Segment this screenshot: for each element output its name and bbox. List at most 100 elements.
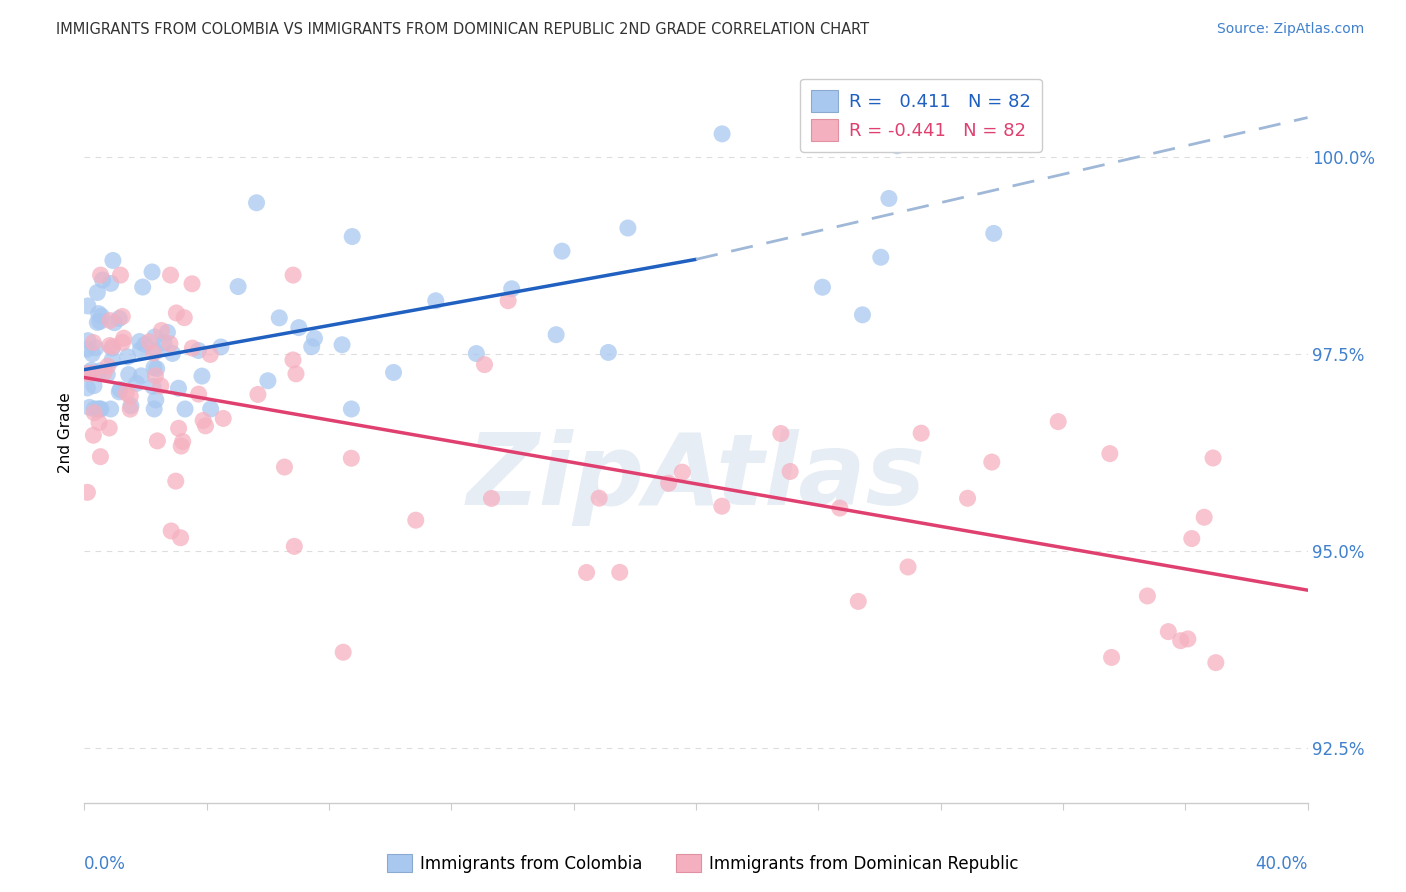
- Point: [1047, 415, 1070, 429]
- Point: [194, 418, 217, 433]
- Point: [769, 426, 792, 441]
- Y-axis label: 2nd Grade: 2nd Grade: [58, 392, 73, 473]
- Point: [191, 369, 214, 384]
- Point: [128, 334, 150, 349]
- Point: [226, 279, 249, 293]
- Point: [301, 340, 323, 354]
- Point: [89, 450, 111, 464]
- Point: [96, 368, 118, 382]
- Point: [281, 353, 304, 368]
- Point: [141, 265, 163, 279]
- Point: [658, 476, 681, 491]
- Point: [108, 311, 131, 326]
- Point: [77, 299, 100, 313]
- Point: [103, 316, 125, 330]
- Point: [886, 138, 908, 153]
- Point: [779, 465, 801, 479]
- Point: [588, 491, 610, 505]
- Text: Source: ZipAtlas.com: Source: ZipAtlas.com: [1216, 22, 1364, 37]
- Point: [200, 347, 222, 361]
- Point: [89, 314, 111, 328]
- Point: [165, 474, 187, 488]
- Text: 40.0%: 40.0%: [1256, 855, 1308, 872]
- Point: [125, 376, 148, 391]
- Point: [846, 594, 869, 608]
- Legend: Immigrants from Colombia, Immigrants from Dominican Republic: Immigrants from Colombia, Immigrants fro…: [381, 847, 1025, 880]
- Point: [609, 566, 631, 580]
- Point: [174, 402, 197, 417]
- Point: [110, 383, 132, 397]
- Point: [330, 338, 353, 352]
- Point: [134, 337, 156, 351]
- Point: [142, 346, 165, 360]
- Point: [191, 413, 214, 427]
- Point: [956, 491, 979, 506]
- Point: [145, 361, 167, 376]
- Point: [501, 282, 523, 296]
- Point: [79, 401, 101, 415]
- Point: [145, 368, 167, 383]
- Point: [120, 389, 142, 403]
- Point: [551, 244, 574, 259]
- Point: [87, 307, 110, 321]
- Point: [1205, 656, 1227, 670]
- Point: [111, 310, 134, 324]
- Point: [1157, 624, 1180, 639]
- Point: [118, 368, 141, 382]
- Point: [143, 330, 166, 344]
- Point: [98, 338, 121, 352]
- Point: [129, 368, 152, 383]
- Point: [82, 335, 104, 350]
- Legend: R =   0.411   N = 82, R = -0.441   N = 82: R = 0.411 N = 82, R = -0.441 N = 82: [800, 78, 1042, 152]
- Point: [112, 331, 135, 345]
- Point: [98, 313, 121, 327]
- Point: [245, 195, 267, 210]
- Point: [159, 336, 181, 351]
- Point: [187, 343, 209, 358]
- Point: [181, 341, 204, 355]
- Point: [76, 342, 98, 356]
- Point: [117, 350, 139, 364]
- Point: [120, 402, 142, 417]
- Point: [167, 381, 190, 395]
- Point: [77, 366, 100, 380]
- Text: 0.0%: 0.0%: [84, 855, 127, 872]
- Point: [340, 451, 363, 466]
- Point: [169, 531, 191, 545]
- Point: [138, 334, 160, 349]
- Point: [1136, 589, 1159, 603]
- Point: [90, 268, 112, 282]
- Point: [671, 465, 693, 479]
- Point: [1177, 632, 1199, 646]
- Point: [89, 402, 111, 417]
- Point: [100, 402, 122, 417]
- Point: [145, 392, 167, 407]
- Point: [257, 374, 280, 388]
- Point: [575, 566, 598, 580]
- Point: [160, 524, 183, 538]
- Point: [110, 268, 132, 282]
- Point: [481, 491, 503, 506]
- Point: [897, 560, 920, 574]
- Point: [90, 309, 112, 323]
- Point: [285, 367, 308, 381]
- Point: [710, 500, 733, 514]
- Point: [342, 229, 364, 244]
- Point: [86, 285, 108, 300]
- Point: [145, 344, 167, 359]
- Point: [91, 273, 114, 287]
- Point: [1101, 650, 1123, 665]
- Point: [83, 402, 105, 417]
- Point: [304, 331, 326, 345]
- Text: IMMIGRANTS FROM COLOMBIA VS IMMIGRANTS FROM DOMINICAN REPUBLIC 2ND GRADE CORRELA: IMMIGRANTS FROM COLOMBIA VS IMMIGRANTS F…: [56, 22, 869, 37]
- Point: [172, 434, 194, 449]
- Point: [598, 345, 620, 359]
- Point: [101, 253, 124, 268]
- Point: [209, 340, 232, 354]
- Point: [98, 421, 121, 435]
- Point: [86, 316, 108, 330]
- Point: [246, 387, 269, 401]
- Point: [77, 334, 100, 348]
- Point: [181, 277, 204, 291]
- Point: [170, 439, 193, 453]
